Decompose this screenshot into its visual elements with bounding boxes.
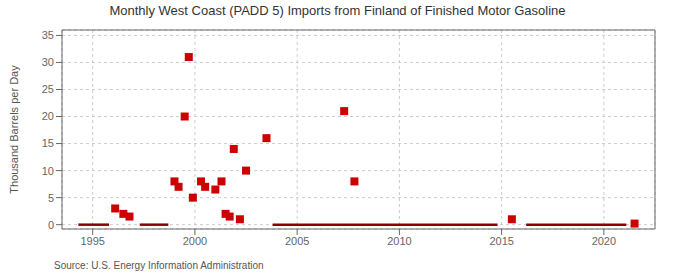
svg-text:5: 5	[48, 192, 54, 204]
svg-text:2020: 2020	[592, 235, 616, 247]
svg-text:1995: 1995	[80, 235, 104, 247]
svg-text:Thousand Barrels per Day: Thousand Barrels per Day	[8, 65, 20, 194]
svg-text:20: 20	[42, 110, 54, 122]
html-text:Source: U.S. Energy Informatio: Source: U.S. Energy Information Administ…	[54, 260, 264, 271]
svg-text:2005: 2005	[285, 235, 309, 247]
svg-text:2010: 2010	[387, 235, 411, 247]
svg-text:10: 10	[42, 165, 54, 177]
svg-text:2015: 2015	[489, 235, 513, 247]
svg-text:0: 0	[48, 219, 54, 231]
svg-text:30: 30	[42, 56, 54, 68]
svg-text:15: 15	[42, 137, 54, 149]
svg-text:2000: 2000	[183, 235, 207, 247]
svg-text:35: 35	[42, 29, 54, 41]
svg-text:25: 25	[42, 83, 54, 95]
html-text:Monthly West Coast (PADD 5) Im: Monthly West Coast (PADD 5) Imports from…	[109, 3, 566, 18]
